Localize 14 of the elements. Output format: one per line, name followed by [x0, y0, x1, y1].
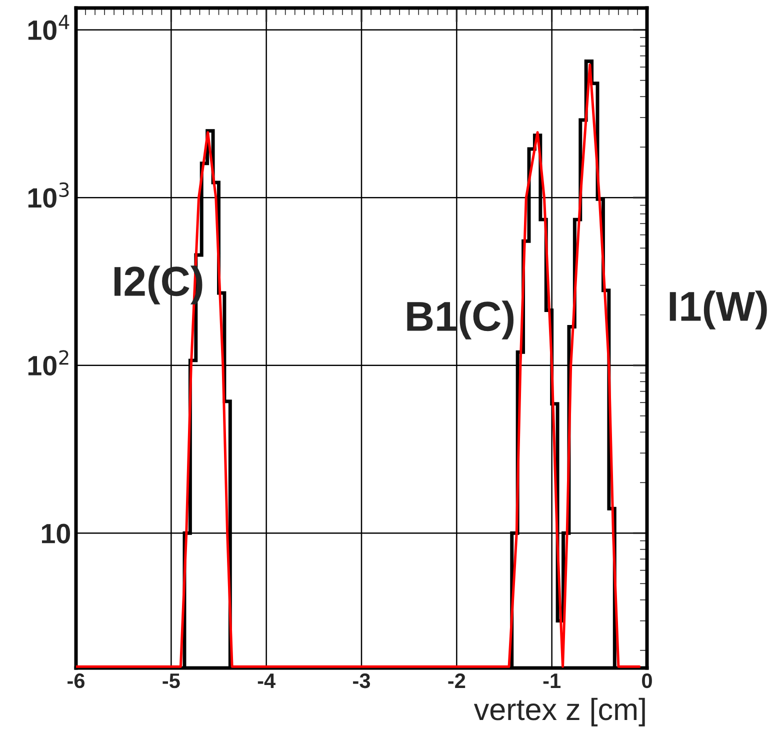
x-tick-label: 0: [642, 673, 652, 688]
text: I1(W): [670, 290, 767, 330]
x-tick-label: -3: [353, 673, 370, 688]
x-tick-label: -6: [68, 673, 85, 688]
x-tick-label: -2: [448, 673, 466, 688]
line-series: [76, 63, 641, 668]
x-tick-label: -1: [543, 674, 561, 688]
y-tick-label: 10$^{4}$: [28, 14, 70, 40]
y-tick-label: 10$^{2}$: [28, 350, 68, 376]
x-tick-label: -4: [258, 674, 276, 688]
y-tick-label: 10$^{3}$: [28, 182, 69, 208]
y-tick-label: 10: [42, 524, 70, 544]
x-tick-label: -5: [162, 674, 180, 688]
x-axis-title: vertex z [cm]: [474, 698, 645, 726]
